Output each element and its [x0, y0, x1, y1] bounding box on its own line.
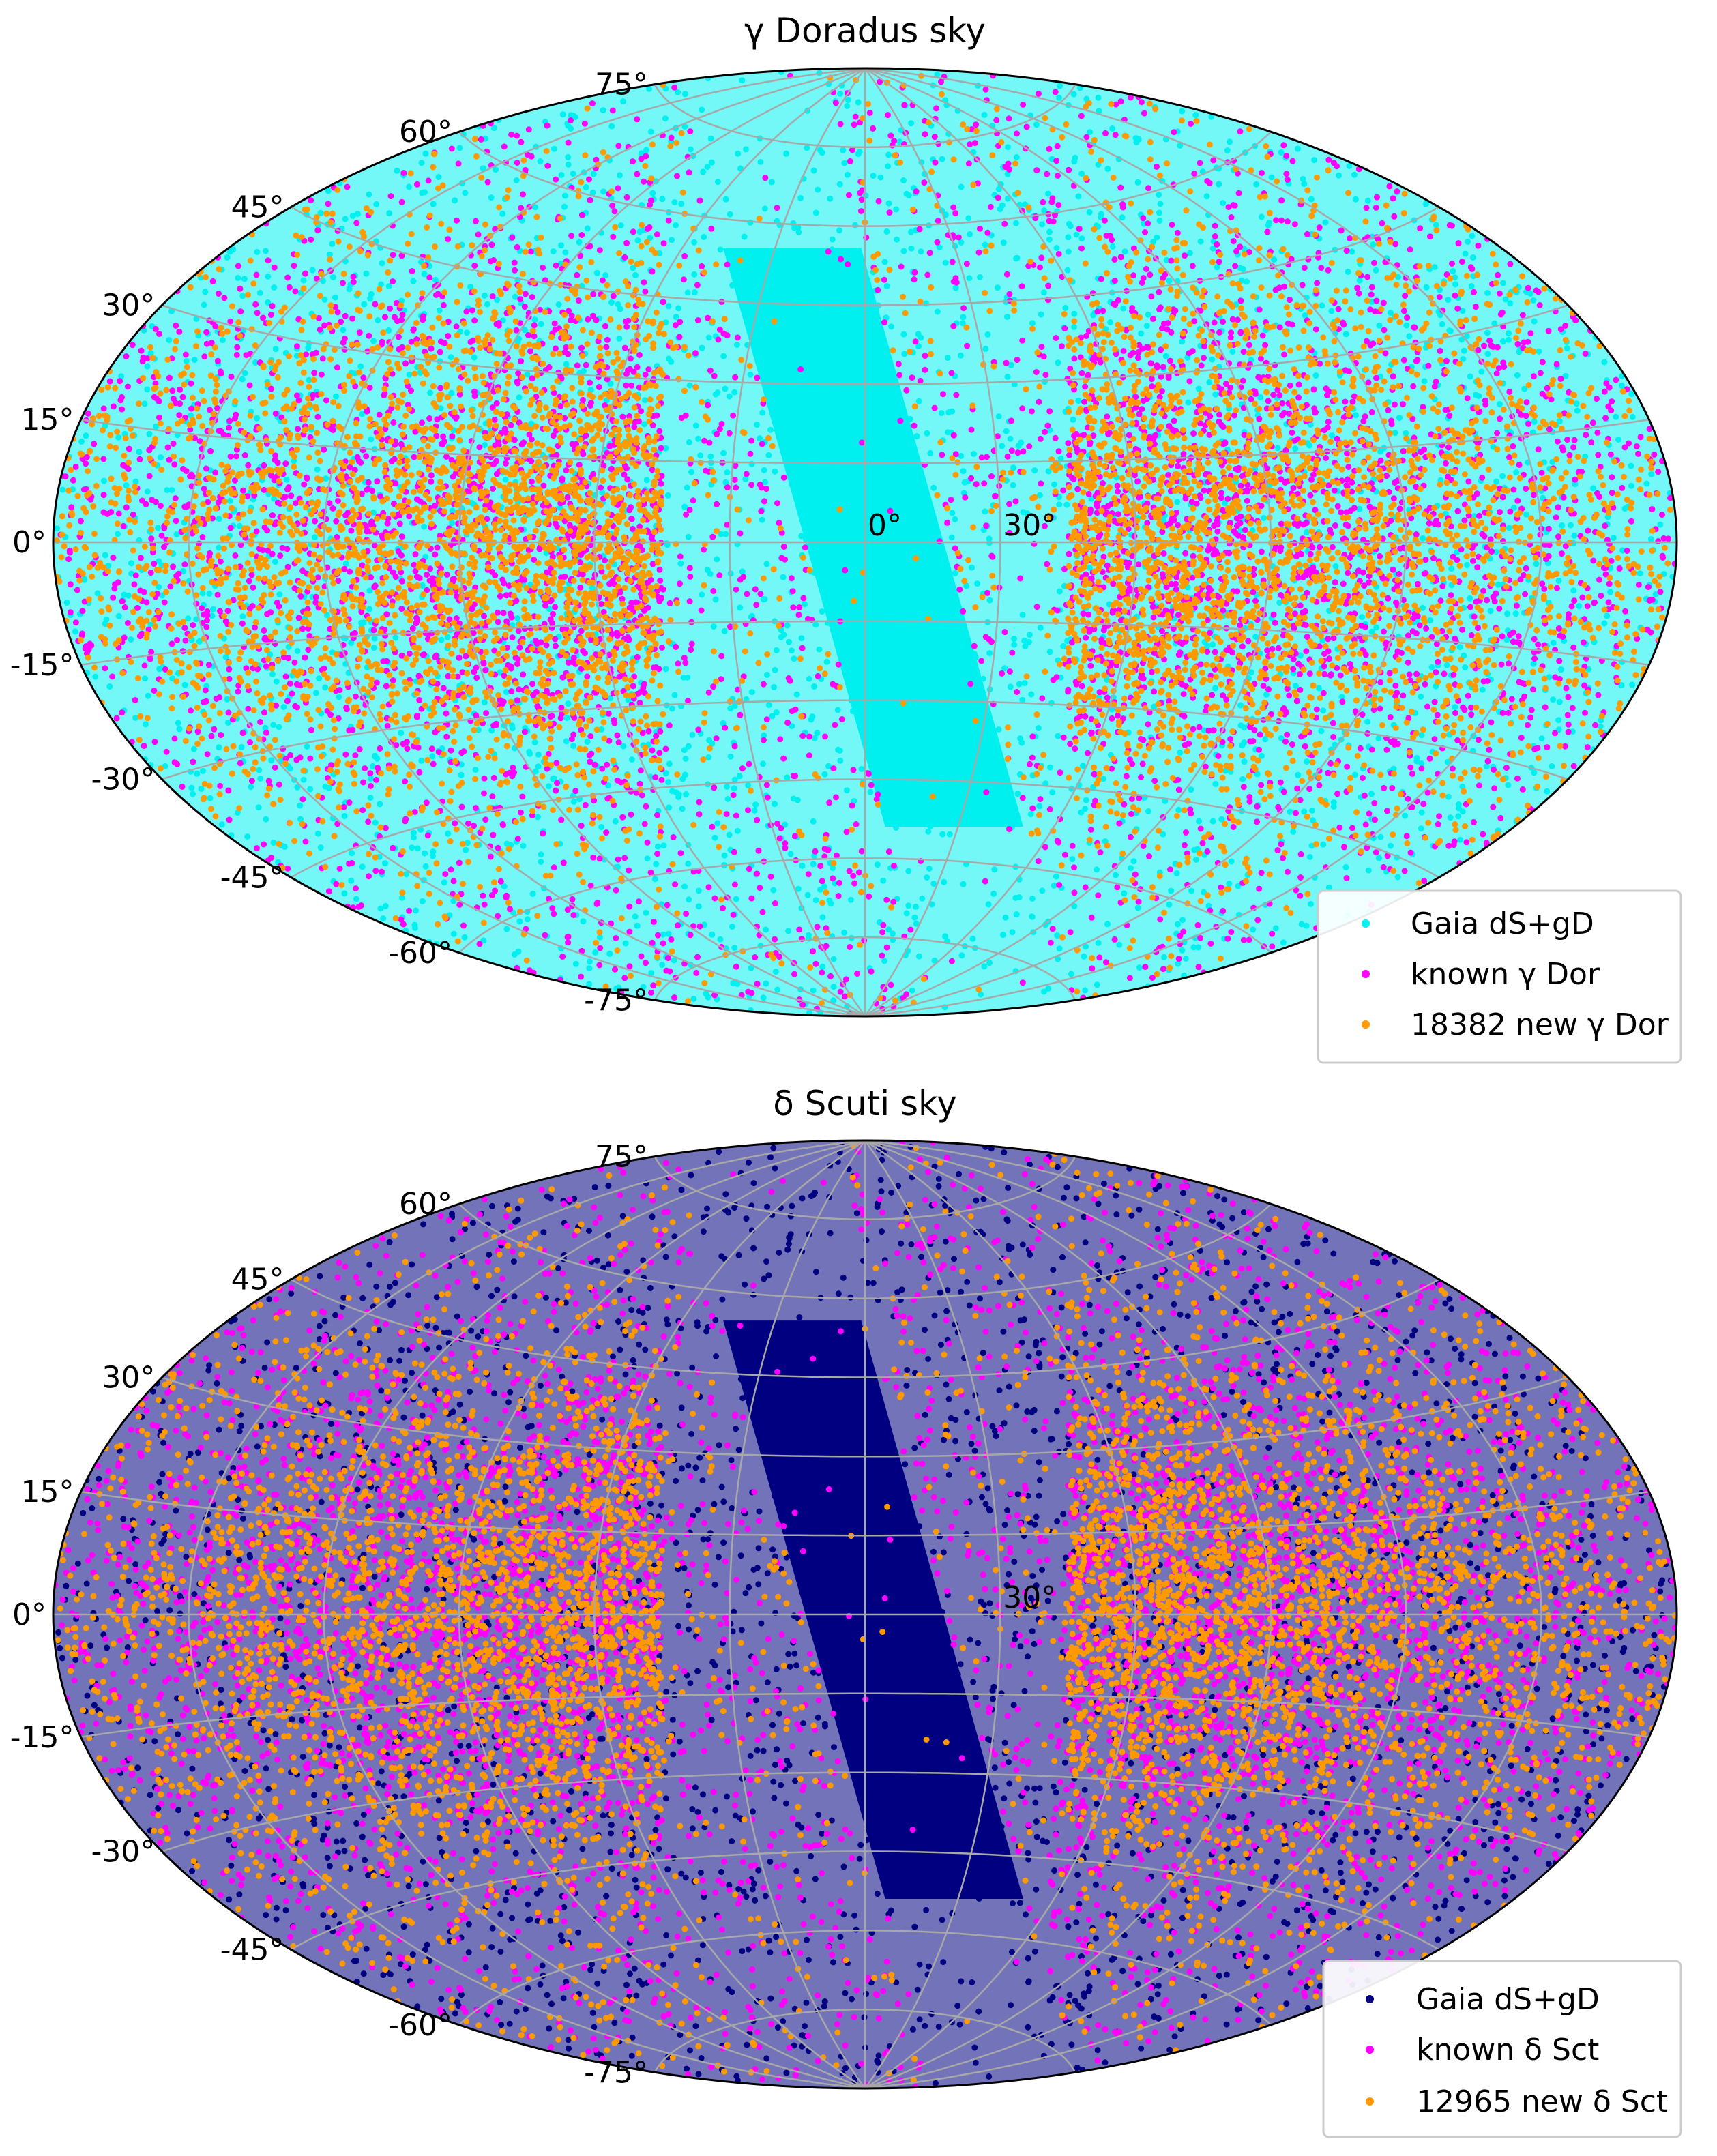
lat-tick-label: 75° — [595, 68, 648, 102]
lat-tick-label: 45° — [231, 1262, 284, 1297]
lat-tick-label: 45° — [231, 190, 284, 225]
lat-tick-label: -30° — [91, 763, 156, 797]
lat-tick-label: 15° — [21, 402, 74, 437]
lat-tick-label: -30° — [91, 1835, 156, 1870]
lat-tick-labels: 75° 60° 45° 30° 15° 0° -15° -30° -45° -60° -75° — [10, 68, 648, 1018]
delta-sct-sky-panel: δ Scuti sky 75° 60° 45° 30° 15° 0° -15° -30° -45… — [10, 1084, 1682, 2138]
legend-label-0: Gaia dS+gD — [1416, 1982, 1600, 2017]
chart-title: δ Scuti sky — [773, 1084, 957, 1123]
galactic-plane-band — [723, 248, 1023, 827]
lat-tick-label: -15° — [10, 648, 74, 683]
lat-tick-label: -45° — [220, 1932, 284, 1967]
legend-marker-2 — [1366, 2097, 1374, 2106]
lon-tick-labels: 0° 30° — [868, 508, 1056, 543]
legend-label-2: 12965 new δ Sct — [1416, 2084, 1668, 2119]
legend-marker-1 — [1362, 970, 1370, 978]
lat-tick-label: -60° — [388, 2008, 452, 2043]
lat-tick-label: -75° — [584, 983, 648, 1018]
galactic-plane-band — [723, 1320, 1023, 1899]
graticule — [53, 1140, 1677, 2088]
chart-title: γ Doradus sky — [744, 11, 986, 50]
legend: Gaia dS+gD known γ Dor 18382 new γ Dor — [1317, 889, 1682, 1064]
lat-tick-label: -75° — [584, 2055, 648, 2090]
legend-marker-0 — [1362, 919, 1370, 928]
lat-tick-label: -45° — [220, 860, 284, 895]
lat-tick-label: 75° — [595, 1140, 648, 1175]
lat-tick-labels: 75° 60° 45° 30° 15° 0° -15° -30° -45° -60° -75° — [10, 1140, 648, 2091]
lon-tick-label: 30° — [1003, 508, 1056, 543]
legend-frame — [1322, 1960, 1682, 2138]
legend-label-0: Gaia dS+gD — [1411, 906, 1594, 941]
legend-label-1: known δ Sct — [1416, 2033, 1599, 2067]
legend-marker-1 — [1366, 2046, 1374, 2054]
lat-tick-label: 0° — [12, 525, 46, 560]
lon-tick-labels: 30° — [1003, 1580, 1056, 1615]
grid-lines — [53, 68, 1677, 1016]
lat-tick-label: 0° — [12, 1597, 46, 1632]
lat-tick-label: 30° — [102, 1361, 155, 1396]
legend: Gaia dS+gD known δ Sct 12965 new δ Sct — [1322, 1960, 1682, 2138]
lat-tick-label: 60° — [399, 115, 452, 149]
scatter-series-2 — [53, 72, 1673, 1007]
legend-label-1: known γ Dor — [1411, 957, 1600, 992]
lon-tick-label: 30° — [1003, 1580, 1056, 1615]
graticule — [53, 68, 1677, 1016]
legend-frame — [1317, 889, 1682, 1064]
legend-marker-2 — [1362, 1020, 1370, 1029]
lat-tick-label: 30° — [102, 289, 155, 323]
lat-tick-label: 15° — [21, 1475, 74, 1509]
lat-tick-label: -60° — [388, 936, 452, 971]
gamma-dor-sky-panel: γ Doradus sky 75° 60° 45° 30° 15° 0° -15° -30° -… — [10, 11, 1682, 1064]
legend-marker-0 — [1366, 1995, 1374, 2003]
sky-ellipse-border — [52, 1139, 1678, 2090]
lat-tick-label: -15° — [10, 1720, 74, 1755]
new-star-points — [53, 72, 1673, 1007]
lat-tick-label: 60° — [399, 1187, 452, 1222]
grid-lines — [53, 1140, 1677, 2088]
legend-label-2: 18382 new γ Dor — [1411, 1007, 1669, 1042]
lon-tick-label: 0° — [868, 508, 902, 543]
gaia-points — [54, 68, 1677, 1016]
sky-ellipse-border — [52, 67, 1678, 1018]
